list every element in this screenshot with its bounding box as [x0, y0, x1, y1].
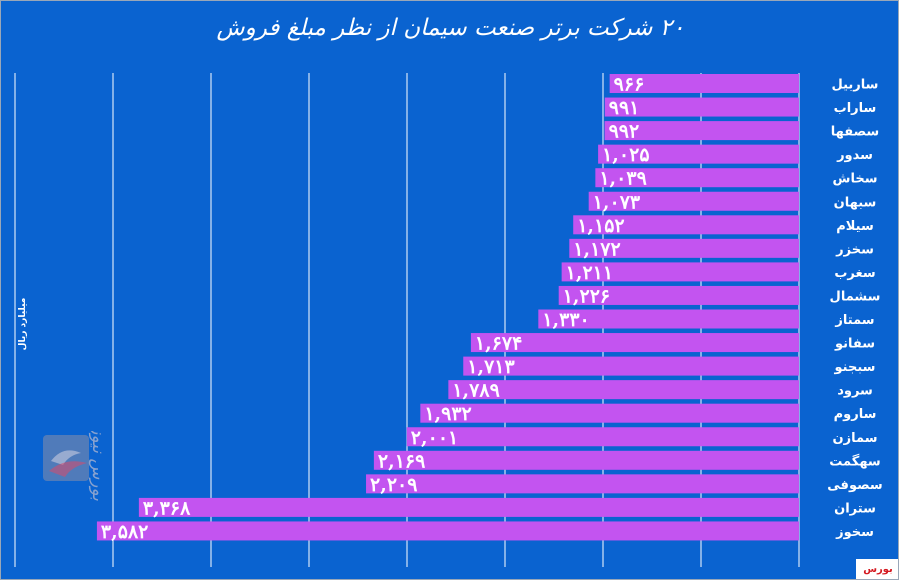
data-label: ۱,۱۵۲ [577, 215, 624, 237]
data-label: ۱,۰۳۹ [599, 168, 646, 190]
bar [470, 333, 799, 353]
bar [598, 144, 799, 164]
data-label: ۹۶۶ [614, 74, 645, 96]
bar [538, 309, 799, 329]
data-label: ۱,۶۷۴ [475, 333, 522, 355]
bar [138, 497, 799, 517]
data-label: ۱,۰۷۳ [593, 191, 641, 213]
bar [448, 380, 799, 400]
category-label: سشمال [830, 289, 881, 304]
category-label: سفانو [834, 337, 875, 352]
y-axis-label: میلیارد ریال [18, 297, 28, 351]
data-label: ۲,۰۰۱ [411, 427, 458, 449]
data-label: ۳,۵۸۲ [101, 521, 148, 543]
category-label: سمتاز [834, 313, 874, 328]
bar [561, 262, 799, 282]
category-label: سخاش [833, 172, 878, 187]
data-label: ۲,۲۰۹ [370, 474, 417, 496]
logo-text: بورس نیوز [88, 431, 108, 501]
bar [96, 521, 800, 541]
bourse-news-logo: بورس نیوز [43, 431, 108, 501]
category-label: ساربیل [832, 78, 879, 93]
bar [373, 450, 799, 470]
source-label: بورس نیوز [856, 559, 898, 579]
bar [609, 74, 799, 93]
category-label: سبهان [834, 195, 877, 210]
data-label: ۲,۱۶۹ [378, 450, 425, 472]
data-label: ۱,۷۸۹ [452, 380, 499, 402]
category-label: سمازن [833, 431, 878, 446]
category-label: سصوفی [827, 478, 882, 493]
bar [420, 403, 799, 423]
bar [406, 427, 799, 447]
bar [604, 121, 799, 141]
bar [595, 168, 799, 188]
category-label: سصفها [831, 125, 879, 140]
data-label: ۱,۰۲۵ [602, 144, 649, 166]
bar [366, 474, 799, 494]
category-label: سبجنو [834, 360, 876, 375]
data-label: ۹۹۱ [609, 97, 640, 119]
data-label: ۱,۲۲۶ [563, 285, 610, 307]
bar [604, 97, 799, 117]
category-label: ستران [834, 501, 876, 516]
data-label: ۱,۷۱۳ [467, 356, 515, 378]
bar [569, 238, 799, 258]
bar [573, 215, 799, 235]
bar [463, 356, 799, 376]
bar [558, 285, 799, 305]
category-label: ساراب [834, 101, 877, 116]
data-label: ۱,۳۳۰ [542, 309, 589, 331]
bar [588, 191, 799, 211]
category-label: سرود [837, 384, 873, 399]
category-label: سیلام [836, 219, 874, 234]
data-label: ۹۹۲ [609, 121, 640, 143]
data-label: ۱,۹۳۲ [424, 403, 471, 425]
category-label: ساروم [834, 407, 877, 422]
data-label: ۳,۳۶۸ [143, 497, 191, 519]
category-label: سهگمت [829, 453, 880, 469]
category-label: سخزر [835, 242, 874, 257]
category-label: سدور [836, 148, 873, 163]
category-label: سخوز [835, 525, 874, 540]
chart-title: ۲۰ شرکت برتر صنعت سیمان از نظر مبلغ فروش [216, 15, 685, 41]
data-label: ۱,۱۷۲ [573, 238, 620, 260]
category-label: سغرب [834, 266, 875, 281]
data-label: ۱,۲۱۱ [566, 262, 613, 284]
